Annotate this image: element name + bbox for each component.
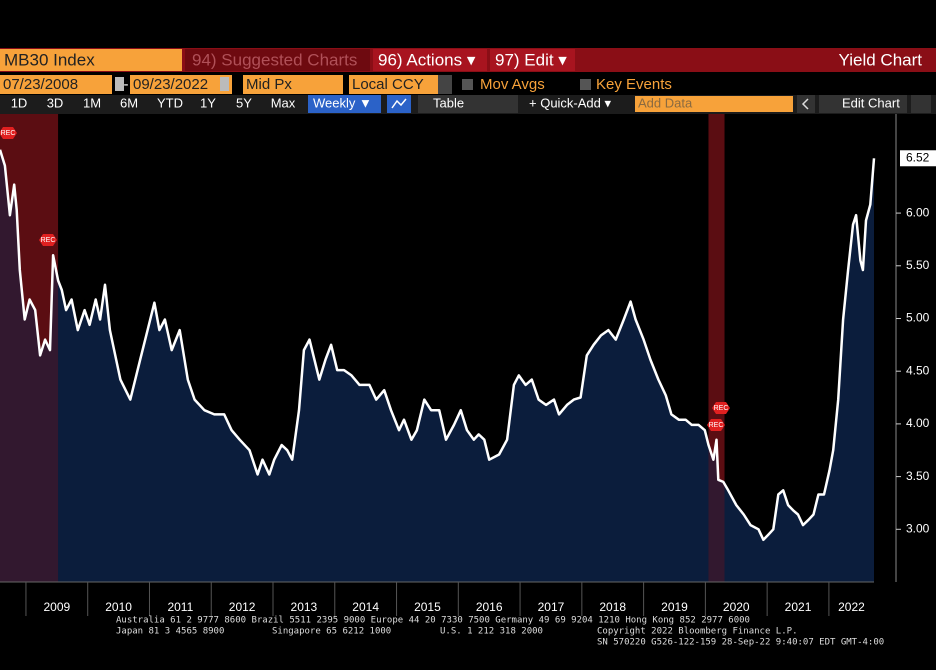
actions: 96) Actions ▾ <box>378 50 476 69</box>
currency-dropdown[interactable] <box>438 75 452 94</box>
x-tick-label: 2017 <box>538 600 565 614</box>
range-button[interactable] <box>4 95 34 113</box>
add-data-field[interactable] <box>635 96 793 112</box>
x-tick-label: 2014 <box>352 600 379 614</box>
frequency: Weekly ▼ <box>313 95 372 110</box>
chart-name: Yield Chart <box>839 50 923 69</box>
footer-line: Copyright 2022 Bloomberg Finance L.P. <box>597 627 797 637</box>
range-button[interactable] <box>193 95 223 113</box>
range-button[interactable] <box>112 95 146 113</box>
x-tick-label: 2020 <box>723 600 750 614</box>
chart-icon-glyph <box>391 98 407 109</box>
calendar-icon[interactable] <box>115 77 124 91</box>
footer-line: U.S. 1 212 318 2000 <box>440 627 543 637</box>
start-date: 07/23/2008 <box>3 76 78 93</box>
x-tick-label: 2009 <box>43 600 70 614</box>
range-button[interactable] <box>76 95 108 113</box>
quick-add[interactable]: + Quick-Add ▾ <box>529 95 612 110</box>
price: Mid Px <box>246 76 292 93</box>
edit-button[interactable] <box>490 49 575 71</box>
edit: 97) Edit ▾ <box>495 50 567 69</box>
collapse-button[interactable] <box>797 95 815 113</box>
x-tick-label: 2021 <box>785 600 812 614</box>
area <box>0 149 874 583</box>
y-tick-label: 3.50 <box>906 469 930 483</box>
security: MB30 Index <box>4 50 95 69</box>
x-tick-label: 2022 <box>838 600 865 614</box>
frequency-button[interactable] <box>308 95 381 113</box>
mov-avgs-checkbox[interactable] <box>462 79 473 90</box>
calendar-icon[interactable] <box>220 77 229 91</box>
footer-line: Japan 81 3 4565 8900 <box>116 627 224 637</box>
rec-label: REC <box>714 405 729 412</box>
recession-overlay <box>708 114 725 582</box>
range: 1M <box>83 95 101 110</box>
price-field[interactable] <box>243 75 343 94</box>
y-tick-label: 4.50 <box>906 363 930 377</box>
security-field[interactable] <box>0 49 182 71</box>
expand-button[interactable] <box>911 95 931 113</box>
rec-badge <box>0 127 17 139</box>
currency-field[interactable] <box>349 75 438 94</box>
actions-button[interactable] <box>373 49 487 71</box>
x-tick-label: 2012 <box>229 600 256 614</box>
range: 5Y <box>236 95 252 110</box>
y-tick-label: 6.00 <box>906 205 930 219</box>
range-button[interactable] <box>264 95 302 113</box>
y-tick-label: 5.50 <box>906 258 930 272</box>
range-button[interactable] <box>38 95 72 113</box>
x-tick-label: 2019 <box>661 600 688 614</box>
rec-badge <box>712 402 730 414</box>
suggested: 94) Suggested Charts <box>192 50 357 69</box>
table-button[interactable] <box>418 95 518 113</box>
rec-label: REC <box>1 130 16 137</box>
line <box>0 149 876 542</box>
x-tick-label: 2016 <box>476 600 503 614</box>
range: 1D <box>11 95 28 110</box>
x-tick-label: 2010 <box>105 600 132 614</box>
rec-label: REC <box>709 422 724 429</box>
footer-line: SN 570220 G526-122-159 28-Sep-22 9:40:07… <box>597 638 884 648</box>
edit-chart-button[interactable] <box>819 95 907 113</box>
range-button[interactable] <box>228 95 260 113</box>
range: 1Y <box>200 95 216 110</box>
table: Table <box>433 95 464 110</box>
currency: Local CCY <box>352 76 424 93</box>
date-dash: - <box>124 76 129 93</box>
y-tick-label: 3.00 <box>906 521 930 535</box>
key-events: Key Events <box>596 76 672 93</box>
x-tick-label: 2018 <box>599 600 626 614</box>
footer-line: Australia 61 2 9777 8600 Brazil 5511 239… <box>116 616 750 626</box>
range-button[interactable] <box>150 95 190 113</box>
last-value: 6.52 <box>906 150 930 164</box>
end-date: 09/23/2022 <box>133 76 208 93</box>
range: Max <box>271 95 296 110</box>
add-data: Add Data <box>638 95 693 110</box>
key-events-checkbox[interactable] <box>580 79 591 90</box>
rec-label: REC <box>41 237 56 244</box>
x-tick-label: 2011 <box>167 600 193 614</box>
x-tick-label: 2013 <box>291 600 318 614</box>
last-value-box <box>900 150 936 167</box>
start-date-field[interactable] <box>0 75 112 94</box>
y-tick-label: 5.00 <box>906 311 930 325</box>
rec-badge <box>39 234 57 246</box>
edit-chart: Edit Chart <box>842 95 900 110</box>
suggested-button[interactable] <box>185 49 370 71</box>
end-date-field[interactable] <box>130 75 232 94</box>
x-axis-band <box>0 582 936 618</box>
y-tick-label: 4.00 <box>906 416 930 430</box>
rec-badge <box>707 419 725 431</box>
range: YTD <box>157 95 183 110</box>
footer-line: Singapore 65 6212 1000 <box>272 627 391 637</box>
collapse-glyph <box>801 98 809 110</box>
range: 3D <box>47 95 64 110</box>
x-tick-label: 2015 <box>414 600 441 614</box>
range: 6M <box>120 95 138 110</box>
mov-avgs: Mov Avgs <box>480 76 545 93</box>
